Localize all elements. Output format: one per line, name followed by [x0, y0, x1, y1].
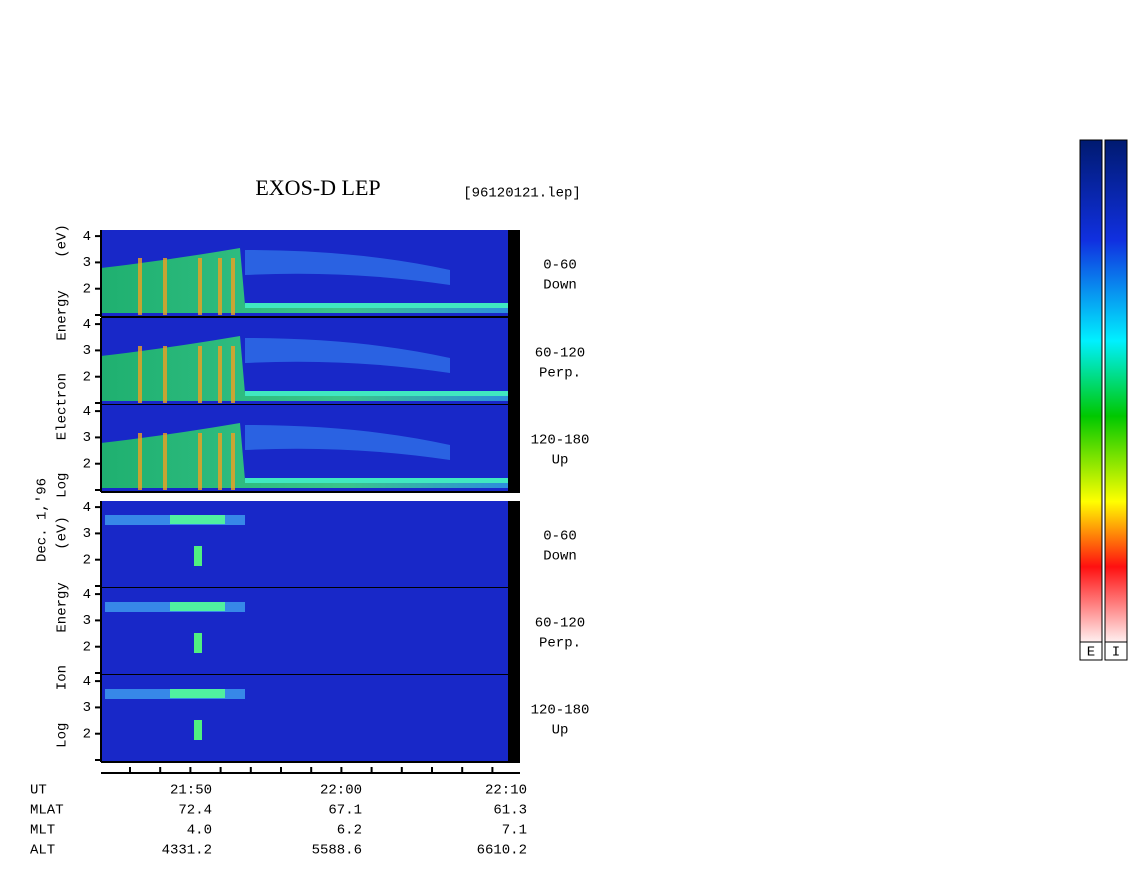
y-tick-label: 2 — [83, 639, 91, 655]
table-label: UT — [30, 783, 47, 799]
table-value: 61.3 — [493, 803, 527, 819]
colorbar-i — [1104, 139, 1128, 643]
title: EXOS-D LEP — [255, 175, 380, 200]
colorbar-label: E — [1087, 645, 1095, 661]
data-gap — [508, 588, 520, 675]
pitch-label: 0-60 — [543, 529, 577, 545]
table-value: 67.1 — [328, 803, 362, 819]
y-axis-label: Log Ion Energy (eV) — [55, 516, 71, 748]
table-value: 22:10 — [485, 783, 527, 799]
spectrogram-spike — [163, 433, 167, 490]
spectrogram-spike — [231, 258, 235, 315]
spectrogram-band — [245, 250, 450, 285]
direction-label: Down — [543, 549, 577, 565]
pitch-label: 120-180 — [531, 433, 590, 449]
table-value: 4331.2 — [162, 843, 212, 859]
direction-label: Up — [552, 723, 569, 739]
pitch-label: 120-180 — [531, 703, 590, 719]
spectrogram-spot — [194, 546, 202, 566]
spectrogram-spike — [198, 258, 202, 315]
table-value: 72.4 — [178, 803, 212, 819]
spectrogram-spike — [218, 433, 222, 490]
y-tick-label: 2 — [83, 369, 91, 385]
y-tick-label: 2 — [83, 456, 91, 472]
y-tick-label: 3 — [83, 430, 91, 446]
spectrogram-spike — [198, 346, 202, 403]
date: Dec. 1,'96 — [35, 478, 51, 562]
spectrogram-band — [245, 338, 450, 373]
y-tick-label: 4 — [83, 229, 91, 245]
y-tick-label: 3 — [83, 255, 91, 271]
file-name: [96120121.lep] — [463, 186, 581, 202]
spectrogram-band — [245, 391, 508, 396]
table-value: 21:50 — [170, 783, 212, 799]
spectrogram — [101, 501, 508, 588]
table-value: 5588.6 — [312, 843, 362, 859]
data-gap — [508, 501, 520, 588]
colorbar-box — [1104, 641, 1128, 661]
spectrogram-spike — [138, 346, 142, 403]
spectrogram — [101, 675, 508, 762]
pitch-label: 60-120 — [535, 346, 585, 362]
y-tick-label: 3 — [83, 343, 91, 359]
direction-label: Up — [552, 453, 569, 469]
y-tick-label: 4 — [83, 317, 91, 333]
pitch-label: 0-60 — [543, 258, 577, 274]
colorbar-label: I — [1112, 645, 1120, 661]
y-tick-label: 4 — [83, 404, 91, 420]
spectrogram-band — [245, 478, 508, 483]
table-label: MLAT — [30, 803, 64, 819]
y-tick-label: 3 — [83, 613, 91, 629]
spectrogram-spike — [163, 258, 167, 315]
spectrogram-band — [101, 248, 508, 313]
spectrogram-spike — [163, 346, 167, 403]
table-value: 6610.2 — [477, 843, 527, 859]
y-tick-label: 3 — [83, 526, 91, 542]
table-value: 4.0 — [187, 823, 212, 839]
table-label: MLT — [30, 823, 55, 839]
spectrogram-spike — [138, 433, 142, 490]
colorbar-box — [1079, 641, 1103, 661]
direction-label: Perp. — [539, 366, 581, 382]
spectrogram — [101, 588, 508, 675]
spectrogram-band — [170, 689, 225, 698]
data-gap — [508, 318, 520, 405]
direction-label: Perp. — [539, 636, 581, 652]
table-value: 22:00 — [320, 783, 362, 799]
table-value: 6.2 — [337, 823, 362, 839]
time-ticks — [129, 767, 494, 773]
y-tick-label: 2 — [83, 552, 91, 568]
table-label: ALT — [30, 843, 55, 859]
y-tick-label: 4 — [83, 587, 91, 603]
data-gap — [508, 405, 520, 492]
spectrogram-spike — [231, 433, 235, 490]
data-gap — [508, 675, 520, 762]
data-gap — [508, 230, 520, 317]
spectrogram-spike — [231, 346, 235, 403]
spectrogram-spot — [194, 633, 202, 653]
spectrogram-band — [245, 303, 508, 308]
y-tick-label: 2 — [83, 726, 91, 742]
spectrogram-band — [170, 602, 225, 611]
colorbar-e — [1079, 139, 1103, 643]
table-value: 7.1 — [502, 823, 527, 839]
spectrogram-spot — [194, 720, 202, 740]
spectrogram-spike — [138, 258, 142, 315]
y-tick-label: 4 — [83, 500, 91, 516]
y-axis-label: Log Electron Energy (eV) — [55, 224, 71, 498]
spectrogram-spike — [218, 346, 222, 403]
spectrogram-band — [101, 423, 508, 488]
spectrogram-band — [101, 336, 508, 401]
pitch-label: 60-120 — [535, 616, 585, 632]
direction-label: Down — [543, 278, 577, 294]
spectrogram-band — [245, 425, 450, 460]
spectrogram-band — [170, 515, 225, 524]
y-tick-label: 4 — [83, 674, 91, 690]
y-tick-label: 3 — [83, 700, 91, 716]
y-tick-label: 2 — [83, 281, 91, 297]
spectrogram-spike — [198, 433, 202, 490]
spectrogram-spike — [218, 258, 222, 315]
